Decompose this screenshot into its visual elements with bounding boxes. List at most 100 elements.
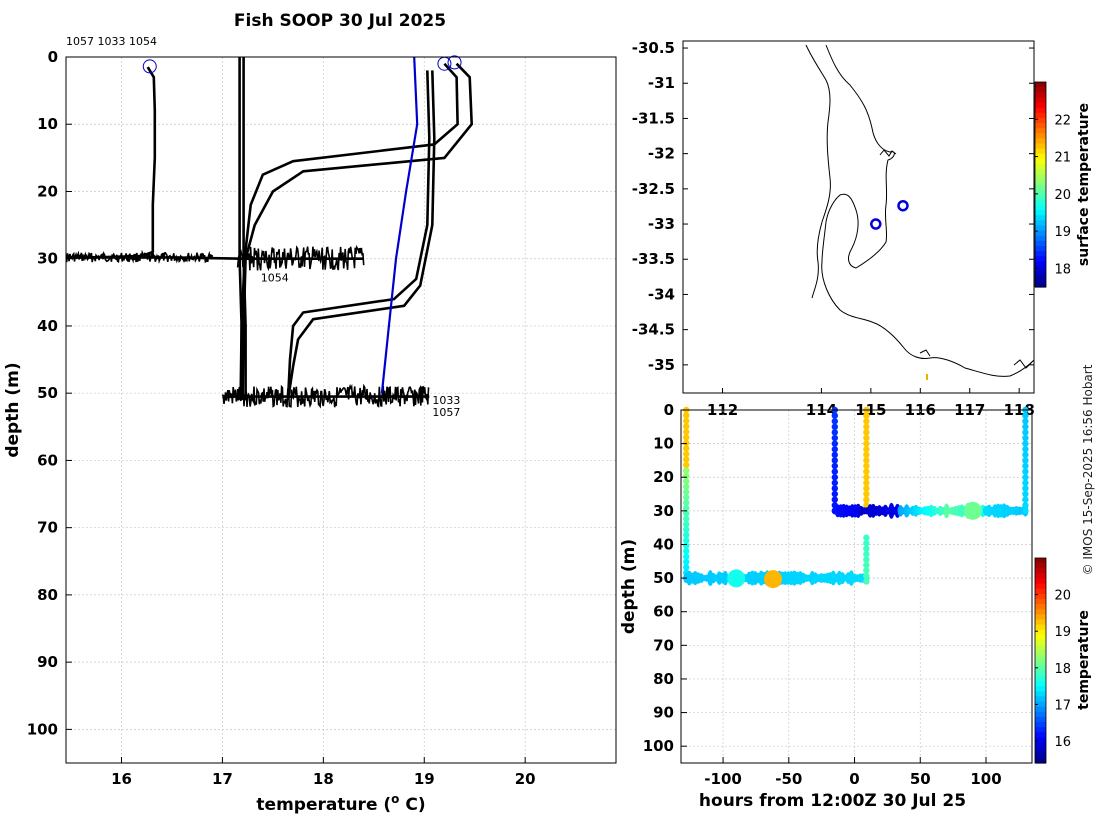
timeseries-ytick-label: 20 bbox=[653, 468, 674, 486]
map-colorbar-segment bbox=[1035, 281, 1046, 288]
map-ytick-label: -34.5 bbox=[632, 321, 675, 339]
timeseries-colorbar-segment bbox=[1035, 624, 1046, 631]
map-colorbar-segment bbox=[1035, 123, 1046, 129]
timeseries-point bbox=[1022, 457, 1029, 464]
map-colorbar-tick-label: 18 bbox=[1054, 262, 1071, 277]
profile-ytick-label: 20 bbox=[37, 182, 58, 200]
figure-title: Fish SOOP 30 Jul 2025 bbox=[234, 11, 446, 31]
timeseries-colorbar-segment bbox=[1035, 563, 1046, 569]
timeseries-colorbar-segment bbox=[1035, 757, 1046, 764]
timeseries-point bbox=[863, 496, 870, 503]
map-ytick-label: -32 bbox=[648, 145, 675, 163]
timeseries-point bbox=[863, 468, 870, 475]
profile-panel: 16 17 18 19 20 0 10 20 30 40 50 60 70 80 90 100 1057 103… bbox=[3, 35, 617, 815]
timeseries-colorbar-segment bbox=[1035, 665, 1046, 672]
profile-ytick-label: 40 bbox=[37, 317, 58, 335]
timeseries-ytick-label: 100 bbox=[643, 737, 674, 755]
timeseries-point bbox=[863, 485, 870, 492]
timeseries-ytick-label: 50 bbox=[653, 569, 674, 587]
timeseries-point bbox=[831, 490, 839, 498]
timeseries-point bbox=[831, 468, 839, 475]
map-colorbar-segment bbox=[1035, 158, 1046, 165]
map-colorbar-segment bbox=[1035, 92, 1046, 98]
timeseries-point bbox=[1022, 429, 1029, 436]
profile-axes-frame bbox=[65, 56, 617, 764]
timeseries-colorbar-segment bbox=[1035, 732, 1046, 738]
map-location-1 bbox=[897, 199, 909, 212]
profile-ytick-label: 90 bbox=[37, 653, 58, 671]
map-colorbar-segment bbox=[1035, 112, 1046, 119]
profile-grid bbox=[66, 56, 616, 763]
map-ytick-label: -33 bbox=[648, 215, 675, 233]
timeseries-colorbar-segment bbox=[1035, 634, 1046, 641]
profile-ytick-label: 10 bbox=[37, 115, 58, 133]
timeseries-colorbar-segment bbox=[1035, 675, 1046, 682]
timeseries-point bbox=[831, 429, 839, 436]
profile-xtick-label: 18 bbox=[313, 770, 334, 788]
profile-ytick-label: 70 bbox=[37, 519, 58, 537]
timeseries-point bbox=[831, 418, 839, 425]
map-colorbar-segment bbox=[1035, 97, 1046, 104]
map-colorbar-segment bbox=[1035, 240, 1046, 247]
timeseries-ytick-label: 60 bbox=[653, 603, 674, 621]
profile-annotation: 1057 bbox=[432, 406, 460, 419]
timeseries-point bbox=[863, 567, 870, 574]
profile-line-9 bbox=[380, 56, 419, 394]
timeseries-point bbox=[683, 428, 690, 436]
timeseries-axes-frame bbox=[680, 409, 1033, 764]
timeseries-point bbox=[863, 434, 870, 442]
map-colorbar-segment bbox=[1035, 220, 1046, 227]
timeseries-point bbox=[683, 423, 690, 430]
timeseries-point bbox=[863, 423, 870, 431]
timeseries-point bbox=[831, 451, 839, 459]
timeseries-point bbox=[831, 457, 839, 464]
timeseries-point bbox=[903, 504, 910, 518]
profile-band-1 bbox=[236, 244, 365, 272]
profile-xlabel: temperature (o C) bbox=[256, 792, 425, 815]
map-colorbar-segment bbox=[1035, 210, 1046, 216]
timeseries-colorbar-segment bbox=[1035, 691, 1046, 697]
profile-line-7 bbox=[286, 70, 436, 401]
timeseries-point bbox=[683, 439, 690, 447]
xlabel-unit: C) bbox=[399, 795, 425, 815]
timeseries-highlight-0 bbox=[764, 570, 783, 589]
timeseries-point bbox=[683, 531, 690, 539]
timeseries-colorbar-segment bbox=[1035, 593, 1046, 600]
timeseries-colorbar-segment bbox=[1035, 609, 1046, 615]
map-colorbar-tick-label: 20 bbox=[1054, 188, 1071, 203]
map-colorbar-segment bbox=[1035, 189, 1046, 196]
map-colorbar-tick-label: 22 bbox=[1054, 113, 1071, 128]
timeseries-point bbox=[683, 504, 690, 512]
timeseries-colorbar-segment bbox=[1035, 670, 1046, 677]
timeseries-colorbar-frame bbox=[1034, 557, 1047, 764]
map-colorbar-segment bbox=[1035, 179, 1046, 186]
map-colorbar-tick-label: 21 bbox=[1054, 151, 1071, 166]
timeseries-point bbox=[863, 490, 870, 498]
timeseries-colorbar-segment bbox=[1035, 588, 1046, 595]
timeseries-colorbar-label: temperature bbox=[1076, 610, 1092, 710]
timeseries-point bbox=[863, 412, 870, 419]
timeseries-highlight-2 bbox=[727, 569, 746, 588]
timeseries-colorbar-tick-label: 18 bbox=[1054, 662, 1071, 677]
map-ytick-label: -35 bbox=[648, 356, 675, 374]
map-panel: -30.5 -31 -31.5 -32 -32.5 -33 -33.5 -34 -34.5 -35… bbox=[632, 39, 1092, 419]
timeseries-point bbox=[683, 445, 690, 452]
map-axes-frame bbox=[682, 40, 1035, 394]
timeseries-point bbox=[863, 479, 870, 487]
timeseries-highlight-1 bbox=[963, 501, 982, 520]
timeseries-point bbox=[683, 494, 690, 501]
timeseries-point bbox=[831, 423, 839, 431]
map-colorbar-segment bbox=[1035, 143, 1046, 150]
profile-line-4 bbox=[239, 62, 459, 400]
timeseries-point bbox=[683, 467, 690, 474]
map-ytick-label: -33.5 bbox=[632, 250, 675, 268]
timeseries-ytick-label: 10 bbox=[653, 435, 674, 453]
timeseries-colorbar-segment bbox=[1035, 696, 1046, 703]
timeseries-colorbar-segment bbox=[1035, 711, 1046, 718]
timeseries-colorbar-tick-label: 16 bbox=[1054, 735, 1071, 750]
timeseries-colorbar-segment bbox=[1035, 722, 1046, 728]
timeseries-ytick-label: 30 bbox=[653, 502, 674, 520]
timeseries-point bbox=[1022, 462, 1029, 470]
timeseries-point bbox=[1022, 496, 1029, 503]
